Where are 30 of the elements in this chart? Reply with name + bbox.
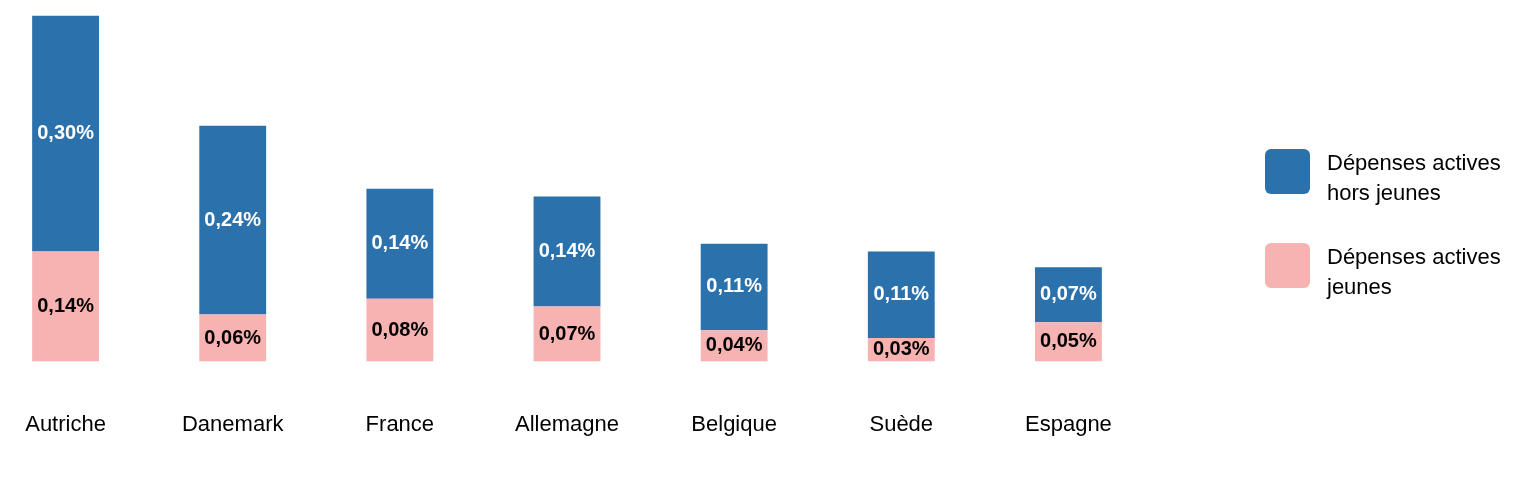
data-label: 0,11% [706, 274, 763, 297]
data-label: 0,06% [204, 325, 262, 348]
data-label: 0,24% [204, 207, 262, 230]
x-tick-label: France [365, 410, 435, 436]
data-label: 0,14% [371, 231, 429, 254]
data-label: 0,14% [37, 294, 95, 317]
x-tick-label: Espagne [1025, 410, 1112, 436]
x-tick-label: Belgique [691, 410, 777, 436]
data-label: 0,08% [371, 317, 429, 340]
legend-label: Dépenses actives hors jeunes [1327, 149, 1502, 207]
x-tick-label: Danemark [181, 410, 285, 436]
x-tick-label: Autriche [25, 410, 106, 436]
x-tick-label: Allemagne [515, 410, 619, 436]
data-label: 0,07% [538, 321, 596, 344]
bar [533, 196, 601, 307]
bar [32, 15, 99, 252]
data-label: 0,04% [705, 333, 763, 356]
bar [867, 251, 935, 339]
bar [366, 188, 434, 299]
data-label: 0,05% [1040, 329, 1097, 352]
data-label: 0,30% [37, 121, 95, 144]
bar [199, 125, 267, 315]
x-tick-label: Suède [869, 410, 934, 436]
data-label: 0,11% [873, 282, 930, 305]
data-label: 0,03% [872, 337, 930, 360]
data-label: 0,14% [538, 239, 596, 262]
bar [700, 243, 768, 331]
bar [32, 251, 99, 362]
legend-label: Dépenses actives jeunes [1327, 243, 1502, 301]
data-label: 0,07% [1040, 282, 1097, 305]
